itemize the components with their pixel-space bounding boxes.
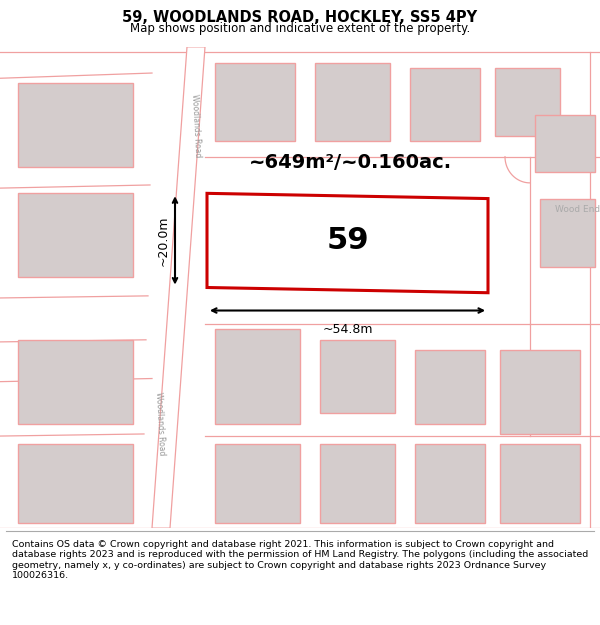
Bar	[18, 84, 133, 167]
Bar	[18, 193, 133, 277]
Bar	[415, 350, 485, 424]
Bar	[315, 62, 390, 141]
Text: Map shows position and indicative extent of the property.: Map shows position and indicative extent…	[130, 22, 470, 35]
Bar	[18, 340, 133, 424]
Bar	[415, 444, 485, 523]
Bar	[320, 340, 395, 413]
Bar	[215, 444, 300, 523]
Bar	[215, 62, 295, 141]
Text: ~20.0m: ~20.0m	[157, 215, 170, 266]
Bar	[500, 350, 580, 434]
Text: 59: 59	[326, 226, 369, 255]
Text: ~54.8m: ~54.8m	[322, 323, 373, 336]
Bar	[535, 115, 595, 172]
Text: Woodlands Road: Woodlands Road	[190, 93, 202, 158]
Polygon shape	[207, 193, 488, 292]
Text: Woodlands Road: Woodlands Road	[154, 392, 166, 456]
Bar	[500, 444, 580, 523]
Bar	[18, 444, 133, 523]
Text: 59, WOODLANDS ROAD, HOCKLEY, SS5 4PY: 59, WOODLANDS ROAD, HOCKLEY, SS5 4PY	[122, 10, 478, 25]
Polygon shape	[152, 47, 205, 528]
Text: ~649m²/~0.160ac.: ~649m²/~0.160ac.	[248, 153, 452, 173]
Bar	[215, 329, 300, 424]
Text: Wood End: Wood End	[555, 204, 600, 214]
Bar	[540, 199, 595, 267]
Bar	[410, 68, 480, 141]
Bar	[320, 444, 395, 523]
Text: Contains OS data © Crown copyright and database right 2021. This information is : Contains OS data © Crown copyright and d…	[12, 540, 588, 580]
Bar	[495, 68, 560, 136]
